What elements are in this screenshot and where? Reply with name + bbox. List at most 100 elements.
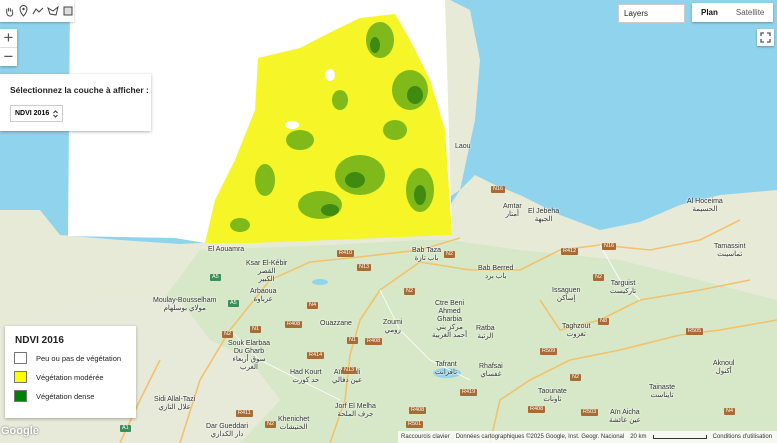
select-arrows-icon (53, 109, 59, 118)
road-shield: N2 (593, 274, 605, 281)
layer-selector-panel: Sélectionnez la couche à afficher : NDVI… (0, 74, 151, 131)
place-label: Arbaoua عرباوة (250, 288, 277, 303)
place-label: Al Hoceima الحسيمة (687, 198, 723, 213)
road-shield: R411 (236, 410, 253, 417)
drawing-toolbar (0, 0, 74, 22)
lake (312, 279, 328, 285)
marker-icon[interactable] (18, 3, 31, 19)
zoom-in-button[interactable]: + (3, 28, 14, 47)
road-shield: R505 (686, 328, 704, 335)
place-label: Issaguen إساكن (552, 287, 581, 302)
scale-label: 20 km (630, 434, 647, 440)
terms-link[interactable]: Conditions d'utilisation (712, 434, 773, 440)
road-shield: N13 (342, 367, 357, 374)
place-label: Taounate تاونات (538, 388, 567, 403)
road-shield: N1 (347, 337, 359, 344)
road-shield: R408 (285, 321, 303, 328)
road-shield: N2 (444, 251, 456, 258)
place-label: Amtar أمتار (503, 203, 522, 218)
place-label: Sidi Allal-Tazi علال التازي (154, 396, 196, 411)
road-shield: N2 (570, 374, 582, 381)
road-shield: N4 (724, 408, 736, 415)
ndvi-very-dense-patches (321, 37, 426, 216)
google-logo: Google (1, 425, 39, 437)
legend-label: Végétation modérée (36, 372, 104, 382)
layers-button[interactable]: Layers (618, 4, 685, 23)
place-label: Taghzout تغزوت (562, 323, 591, 338)
road-shield: A5 (228, 300, 239, 307)
place-label: El Aouamra (208, 246, 245, 253)
legend-swatch (14, 352, 27, 364)
place-label: Laou (455, 143, 471, 150)
road-shield: N1 (250, 326, 262, 333)
place-label: Ksar El-Kébir القصر الكبير (246, 260, 288, 283)
legend-swatch (14, 371, 27, 383)
hand-icon[interactable] (3, 3, 16, 19)
zoom-out-button[interactable]: − (3, 47, 14, 66)
legend-title: NDVI 2016 (15, 335, 64, 346)
legend-label: Peu ou pas de végétation (36, 353, 122, 363)
place-label: Tainaste تايناست (649, 384, 676, 399)
layer-select[interactable]: NDVI 2016 (10, 105, 64, 122)
line-icon[interactable] (32, 3, 45, 19)
place-label: Targuist تاركيست (610, 280, 637, 295)
zoom-divider (0, 47, 17, 48)
place-label: Zoumi زومي (383, 319, 403, 334)
place-label: Khenichet الخنيشات (278, 416, 310, 431)
zoom-control: + − (0, 28, 17, 66)
road-shield: R410 (337, 250, 355, 257)
place-label: Ouazzane (320, 320, 352, 327)
legend-label: Végétation dense (36, 391, 95, 401)
fullscreen-icon[interactable] (757, 29, 774, 46)
road-shield: N2 (222, 331, 234, 338)
road-shield: N13 (357, 264, 372, 271)
legend-item: Peu ou pas de végétation (14, 352, 121, 364)
legend-item: Végétation dense (14, 390, 94, 402)
road-shield: N4 (307, 302, 319, 309)
lake (433, 368, 461, 378)
road-shield: N8 (598, 318, 610, 325)
polygon-icon[interactable] (47, 3, 60, 19)
road-shield: A1 (120, 425, 131, 432)
road-shield: R501 (406, 421, 424, 428)
place-label: Bab Taza باب تازة (412, 247, 442, 262)
road-shield: N2 (265, 421, 277, 428)
legend-item: Végétation modérée (14, 371, 104, 383)
place-label: Souk Elarbaa Du Gharb سوق أربعاء الغرب (228, 340, 271, 371)
place-label: Jorf El Melha جرف الملحة (335, 403, 376, 418)
attribution-bar: Raccourcis clavier Données cartographiqu… (398, 431, 777, 443)
scale-bar (652, 435, 707, 439)
legend-panel: NDVI 2016 Peu ou pas de végétation Végét… (5, 326, 136, 418)
layer-selector-title: Sélectionnez la couche à afficher : (10, 85, 149, 95)
road-shield: R503 (581, 409, 599, 416)
rectangle-icon[interactable] (61, 3, 74, 19)
road-shield: A5 (210, 274, 221, 281)
layer-select-value: NDVI 2016 (15, 110, 50, 117)
road-shield: N16 (491, 186, 506, 193)
place-label: Aïn Aicha عين عائشة (609, 409, 641, 424)
place-label: Tamassint تماسينت (714, 243, 746, 258)
map-type-plan[interactable]: Plan (701, 8, 718, 17)
place-label: Aknoul أكنول (713, 360, 735, 375)
map-type-satellite[interactable]: Satellite (735, 8, 765, 17)
map-type-control: Plan Satellite (692, 3, 774, 22)
road-shield: R408 (365, 338, 383, 345)
place-label: Ratba الرتبة (476, 325, 495, 340)
ndvi-bare-patches (285, 69, 335, 129)
place-label: Had Kourt حد كورت (290, 369, 322, 384)
minor-roads (229, 244, 641, 401)
keyboard-shortcuts-link[interactable]: Raccourcis clavier (401, 434, 450, 440)
place-label: Rhafsai غفساي (479, 363, 503, 378)
place-label: Moulay-Bousselham مولاي بوسلهام (153, 297, 217, 312)
place-label: Ctre Beni Ahmed Gharbia مركز بني أحمد الغربي… (432, 300, 468, 339)
road-shield: R509 (540, 348, 558, 355)
land-north (445, 0, 480, 200)
road-shield: R408 (409, 407, 427, 414)
road-shield: R419 (460, 389, 478, 396)
road-shield: N16 (602, 243, 617, 250)
road-shield: R408 (528, 406, 546, 413)
place-label: Dar Gueddari دار الكداري (206, 423, 249, 438)
place-label: El Jebeha الجبهة (528, 208, 560, 223)
place-label: Bab Berred باب برد (478, 265, 514, 280)
